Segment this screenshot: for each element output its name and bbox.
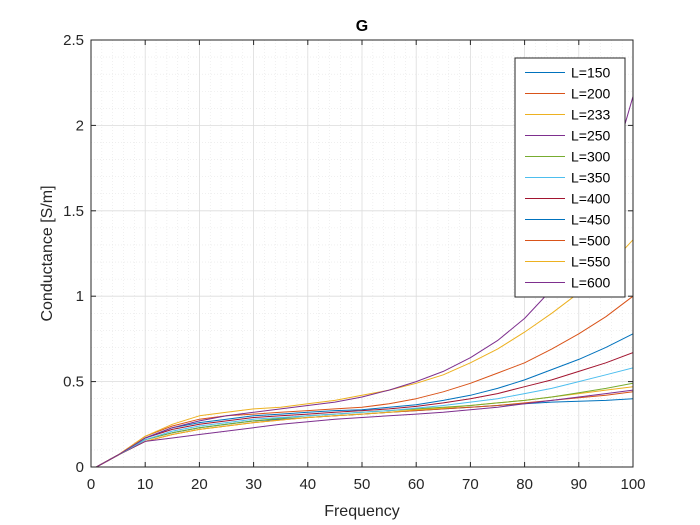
legend-entry: L=450 — [571, 212, 611, 228]
x-tick-label: 20 — [191, 476, 208, 493]
series-line-l-450 — [96, 333, 633, 467]
y-axis-label: Conductance [S/m] — [39, 185, 56, 321]
x-tick-label: 30 — [245, 476, 262, 493]
series-lines — [96, 96, 633, 467]
legend-entry: L=200 — [571, 86, 611, 102]
series-line-l-550 — [96, 239, 633, 467]
y-tick-label: 2 — [76, 117, 84, 134]
x-tick-label: 10 — [137, 476, 154, 493]
x-tick-label: 0 — [87, 476, 95, 493]
chart-title: G — [356, 18, 368, 35]
series-line-l-250 — [96, 389, 633, 467]
x-tick-label: 100 — [620, 476, 645, 493]
series-line-l-350 — [96, 367, 633, 467]
series-line-l-400 — [96, 352, 633, 467]
legend-entry: L=350 — [571, 170, 611, 186]
x-tick-label: 80 — [516, 476, 533, 493]
y-tick-label: 1.5 — [63, 203, 84, 220]
x-tick-label: 90 — [570, 476, 587, 493]
y-tick-label: 2.5 — [63, 32, 84, 49]
x-axis-label: Frequency — [324, 503, 400, 520]
legend-entry: L=150 — [571, 65, 611, 81]
legend-entry: L=250 — [571, 128, 611, 144]
tick-marks — [90, 39, 634, 468]
tick-labels: 0 10 20 30 40 50 60 70 80 90 100 0 0.5 1 1.5 2 2.5 — [63, 32, 645, 493]
legend-entry: L=300 — [571, 149, 611, 165]
x-tick-label: 70 — [462, 476, 479, 493]
x-tick-label: 50 — [354, 476, 371, 493]
y-tick-label: 1 — [76, 288, 84, 305]
legend-entry: L=550 — [571, 254, 611, 270]
legend: L=150 L=200 L=233 L=250 L=300 L=350 L=400 L=450… — [514, 57, 626, 298]
y-tick-label: 0 — [76, 459, 84, 476]
legend-entry: L=500 — [571, 233, 611, 249]
y-tick-label: 0.5 — [63, 374, 84, 391]
x-tick-label: 40 — [299, 476, 316, 493]
series-line-l-600 — [96, 96, 633, 467]
series-line-l-500 — [96, 295, 633, 467]
legend-entry: L=600 — [571, 275, 611, 291]
legend-entry: L=233 — [571, 107, 611, 123]
legend-entry: L=400 — [571, 191, 611, 207]
x-tick-label: 60 — [408, 476, 425, 493]
